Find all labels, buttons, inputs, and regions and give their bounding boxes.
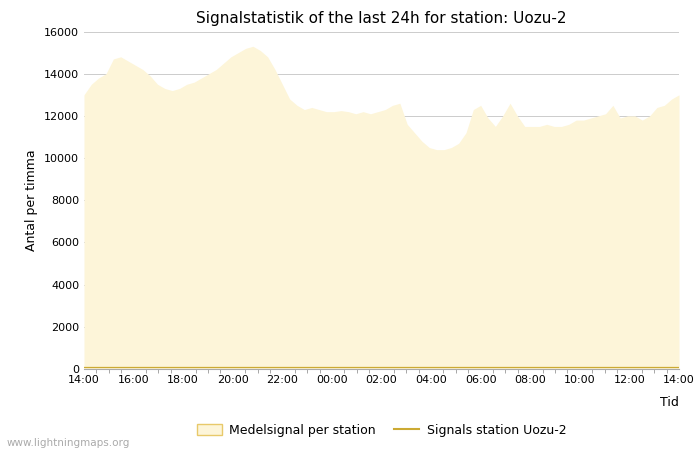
Legend: Medelsignal per station, Signals station Uozu-2: Medelsignal per station, Signals station… (192, 419, 571, 442)
Text: www.lightningmaps.org: www.lightningmaps.org (7, 438, 130, 448)
Text: Tid: Tid (660, 396, 679, 409)
Title: Signalstatistik of the last 24h for station: Uozu-2: Signalstatistik of the last 24h for stat… (196, 11, 567, 26)
Y-axis label: Antal per timma: Antal per timma (25, 149, 38, 251)
